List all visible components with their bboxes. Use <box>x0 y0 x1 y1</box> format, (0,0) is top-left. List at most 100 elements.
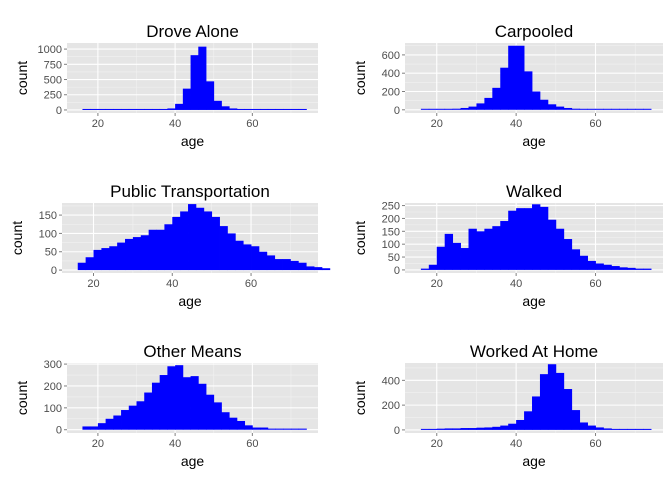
histogram-bar <box>532 396 541 430</box>
histogram-bar <box>258 251 268 271</box>
histogram-bar <box>236 420 246 430</box>
histogram-bar <box>82 108 91 110</box>
y-tick-label: 0 <box>394 425 400 437</box>
histogram-bar <box>524 411 533 430</box>
histogram-bar <box>221 412 230 430</box>
x-axis-title: age <box>181 453 205 469</box>
histogram-bar <box>635 428 644 430</box>
histogram-bar <box>420 428 430 430</box>
histogram-bar <box>539 206 549 270</box>
y-tick-label: 750 <box>44 59 62 71</box>
x-axis-title: age <box>522 133 546 149</box>
x-tick-label: 60 <box>589 438 601 450</box>
histogram-bar <box>283 428 292 430</box>
x-tick-label: 40 <box>169 118 181 130</box>
histogram-bar <box>93 249 102 271</box>
x-tick-label: 40 <box>166 278 178 290</box>
histogram-bar <box>579 422 588 430</box>
histogram-bar <box>105 108 114 110</box>
panel-title: Other Means <box>143 342 241 361</box>
histogram-bar <box>524 71 533 110</box>
y-axis-title: count <box>9 221 25 255</box>
histogram-bar <box>484 97 493 110</box>
histogram-bar <box>266 255 276 271</box>
histogram-bar <box>128 405 137 430</box>
histogram-bar <box>603 428 612 430</box>
histogram-bar <box>290 108 300 110</box>
histogram-bar <box>243 244 252 271</box>
histogram-bar <box>484 427 493 430</box>
histogram-bar <box>524 208 533 270</box>
histogram-bar <box>211 216 220 271</box>
x-axis-title: age <box>178 293 202 309</box>
y-axis-title: count <box>352 61 368 95</box>
y-tick-label: 0 <box>56 105 62 117</box>
histogram-bar <box>267 428 276 430</box>
histogram-bar <box>213 100 222 110</box>
y-tick-label: 400 <box>382 68 400 80</box>
histogram-bar <box>627 108 636 110</box>
histogram-bar <box>290 428 300 430</box>
histogram-bar <box>275 108 284 110</box>
histogram-bar <box>516 45 525 110</box>
y-tick-label: 1000 <box>38 44 62 56</box>
histogram-bar <box>229 417 238 430</box>
histogram-bar <box>492 87 501 110</box>
y-tick-label: 200 <box>382 86 400 98</box>
histogram-bar <box>444 233 454 270</box>
histogram-bar <box>182 88 191 110</box>
histogram-bar <box>159 108 168 110</box>
histogram-bar <box>436 108 446 110</box>
histogram-bar <box>125 238 134 271</box>
histogram-bar <box>167 108 176 110</box>
histogram-bar <box>109 246 118 271</box>
y-tick-label: 50 <box>45 247 57 259</box>
y-axis-title: count <box>352 381 368 415</box>
histogram-bar <box>182 377 191 430</box>
histogram-bar <box>203 211 213 271</box>
histogram-bar <box>555 372 565 430</box>
histogram-bar <box>428 428 438 430</box>
histogram-bar <box>206 394 215 430</box>
histogram-bar <box>547 219 557 270</box>
y-tick-label: 300 <box>44 359 62 371</box>
histogram-bar <box>198 46 207 110</box>
histogram-bar <box>643 428 652 430</box>
x-tick-label: 60 <box>246 118 258 130</box>
histogram-bar <box>627 267 636 270</box>
histogram-bar <box>595 263 604 270</box>
histogram-bar <box>460 428 469 430</box>
histogram-bar <box>611 266 620 270</box>
histogram-bar <box>175 365 184 430</box>
histogram-bar <box>117 242 126 271</box>
histogram-bar <box>90 108 99 110</box>
histogram-bar <box>603 264 612 270</box>
histogram-bar <box>555 228 565 270</box>
x-tick-label: 60 <box>245 278 257 290</box>
histogram-bar <box>579 255 588 270</box>
histogram-bar <box>595 427 604 430</box>
histogram-bar <box>611 108 620 110</box>
histogram-bar <box>500 67 509 110</box>
histogram-bar <box>275 428 284 430</box>
histogram-bar <box>492 426 501 430</box>
histogram-bar <box>190 55 199 110</box>
histogram-bar <box>460 107 469 110</box>
x-tick-label: 20 <box>431 278 443 290</box>
facet-panel: 20 40 60 0 50 100 150 Public Transportation age c… <box>9 182 331 309</box>
histogram-bar <box>547 364 557 430</box>
panel-title: Worked At Home <box>470 342 598 361</box>
histogram-bar <box>516 419 525 430</box>
histogram-bar <box>298 428 307 430</box>
histogram-bar <box>314 267 323 271</box>
histogram-bar <box>274 259 283 271</box>
histogram-bar <box>148 229 157 271</box>
histogram-bar <box>167 366 176 430</box>
y-tick-label: 200 <box>382 213 400 225</box>
histogram-bar <box>539 374 549 430</box>
histogram-bar <box>77 262 87 271</box>
histogram-bar <box>444 108 454 110</box>
panel-title: Public Transportation <box>110 182 270 201</box>
histogram-bar <box>587 425 596 430</box>
